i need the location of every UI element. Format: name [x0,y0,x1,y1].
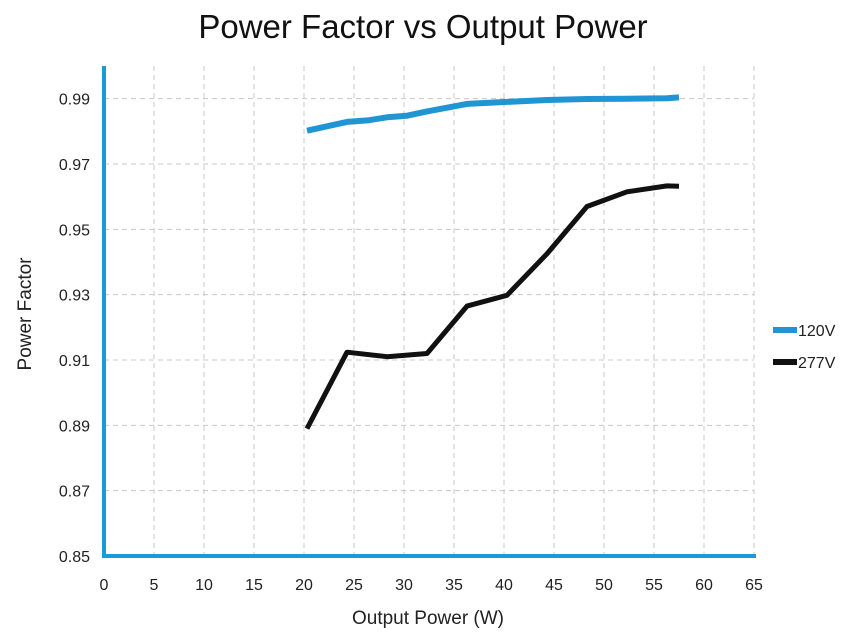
x-tick-label: 15 [245,577,263,594]
tick-labels: 0 5 10 15 20 25 30 35 40 45 50 55 60 65 0.85 0.87 0.89 0.… [59,92,763,594]
x-tick-label: 65 [745,577,763,594]
y-tick-label: 0.97 [59,157,90,174]
x-tick-label: 30 [395,577,413,594]
x-tick-label: 50 [595,577,613,594]
x-tick-label: 40 [495,577,513,594]
x-tick-label: 60 [695,577,713,594]
x-tick-label: 25 [345,577,363,594]
y-tick-label: 0.99 [59,92,90,109]
gridlines [104,66,755,556]
legend: 120V 277V [773,323,836,372]
y-tick-label: 0.87 [59,484,90,501]
x-tick-label: 0 [100,577,109,594]
y-tick-label: 0.89 [59,418,90,435]
series-lines [304,94,680,430]
y-tick-label: 0.95 [59,222,90,239]
legend-label-277v: 277V [798,355,836,372]
y-tick-label: 0.93 [59,288,90,305]
axes [102,66,756,558]
x-tick-label: 55 [645,577,663,594]
series-line-120v [306,94,680,134]
x-axis-label: Output Power (W) [352,608,504,629]
x-tick-label: 20 [295,577,313,594]
y-axis-label: Power Factor [15,257,36,371]
legend-label-120v: 120V [798,323,836,340]
x-tick-label: 45 [545,577,563,594]
x-tick-label: 10 [195,577,213,594]
y-tick-label: 0.85 [59,549,90,566]
chart-title: Power Factor vs Output Power [198,8,647,45]
x-tick-label: 5 [150,577,159,594]
series-line-277v [304,183,680,430]
y-tick-label: 0.91 [59,353,90,370]
x-tick-label: 35 [445,577,463,594]
